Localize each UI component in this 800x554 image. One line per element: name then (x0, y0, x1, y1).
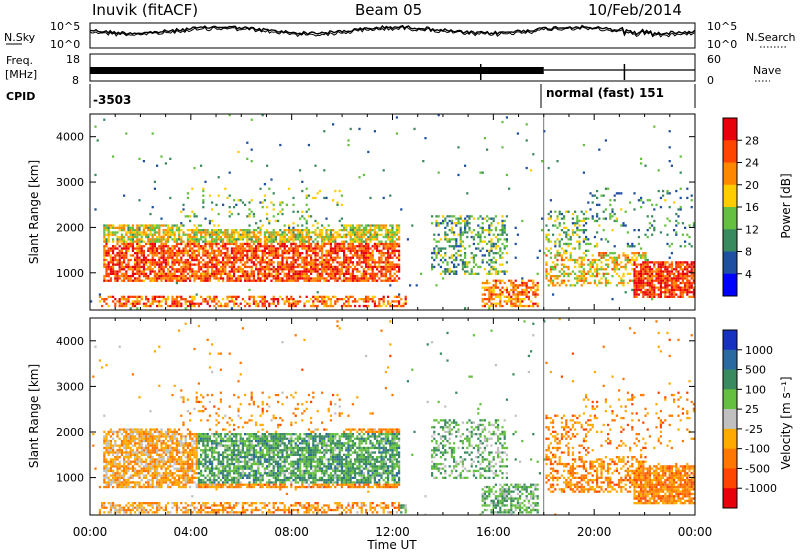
noise-right-tick-top: 10^5 (707, 20, 737, 33)
colorbar-tick-label: 12 (745, 223, 759, 236)
colorbar-tick-label: 1000 (745, 344, 773, 357)
colorbar-swatch (723, 273, 737, 297)
colorbar-swatch (723, 468, 737, 489)
noise-right-label: N.Search (746, 31, 796, 44)
velocity-colorbar-label: Velocity [m s⁻¹] (779, 376, 793, 469)
noise-left-tick-top: 10^5 (50, 20, 80, 33)
cpid-first: -3503 (93, 93, 131, 107)
time-axis-label: Time UT (366, 538, 417, 552)
velocity-colorbar: 1000 500 100 25 -25 -100 -500 -1000 (722, 329, 777, 509)
power-colorbar-label: Power [dB] (779, 173, 793, 238)
date-title: 10/Feb/2014 (588, 1, 682, 19)
noise-left-label: N.Sky (4, 31, 36, 44)
nave-tick-bottom: 0 (707, 74, 714, 87)
velocity-axes: 1000 2000 3000 4000 (56, 318, 696, 515)
power-colorbar: 28 24 20 16 12 8 4 (722, 117, 759, 297)
beam-title: Beam 05 (355, 1, 422, 19)
colorbar-swatch (723, 428, 737, 449)
colorbar-tick-label: 25 (745, 403, 759, 416)
noise-right-tick-bottom: 10^0 (707, 38, 737, 51)
noise-search-trace (89, 25, 696, 38)
colorbar-tick-label: 28 (745, 134, 759, 147)
freq-tick-top: 18 (66, 53, 80, 66)
freq-label-top: Freq. (6, 54, 33, 67)
x-tick-label: 04:00 (174, 525, 209, 539)
colorbar-swatch (723, 448, 737, 469)
colorbar-swatch (723, 140, 737, 163)
colorbar-swatch (723, 207, 737, 230)
colorbar-swatch (723, 229, 737, 252)
y-tick-label: 3000 (56, 176, 84, 189)
noise-strip-frame (89, 22, 696, 49)
cpid-second: normal (fast) 151 (546, 86, 664, 100)
x-tick-label: 00:00 (678, 525, 713, 539)
x-tick-label: 20:00 (577, 525, 612, 539)
colorbar-swatch (723, 184, 737, 208)
nave-label: Nave (753, 64, 781, 77)
colorbar-swatch (723, 488, 737, 509)
y-tick-label: 1000 (56, 472, 84, 485)
colorbar-tick-label: 8 (745, 246, 752, 259)
freq-trace (90, 64, 695, 80)
colorbar-swatch (723, 330, 737, 351)
nave-tick-top: 60 (707, 53, 721, 66)
time-tick-labels: 00:00 04:00 08:00 12:00 16:00 20:00 00:00 (73, 525, 713, 539)
power-axes: 1000 2000 3000 4000 (56, 114, 696, 310)
y-tick-label: 1000 (56, 267, 84, 280)
y-tick-label: 3000 (56, 380, 84, 393)
x-tick-label: 00:00 (73, 525, 108, 539)
cpid-label: CPID (6, 90, 35, 103)
freq-label-unit: [MHz] (5, 68, 37, 81)
colorbar-tick-label: 4 (745, 268, 752, 281)
colorbar-swatch (723, 389, 737, 410)
colorbar-tick-label: 100 (745, 383, 766, 396)
velocity-ylabel: Slant Range [km] (27, 364, 41, 468)
freq-tick-bottom: 8 (72, 74, 79, 87)
x-tick-label: 12:00 (375, 525, 410, 539)
colorbar-tick-label: 24 (745, 157, 759, 170)
colorbar-tick-label: -1000 (745, 482, 777, 495)
colorbar-tick-label: 500 (745, 364, 766, 377)
colorbar-swatch (723, 251, 737, 275)
station-title: Inuvik (fitACF) (92, 1, 198, 19)
colorbar-tick-label: -500 (745, 462, 770, 475)
noise-sky-trace (89, 24, 696, 37)
colorbar-tick-label: -25 (745, 423, 763, 436)
y-tick-label: 2000 (56, 221, 84, 234)
noise-left-tick-bottom: 10^0 (50, 38, 80, 51)
colorbar-tick-label: 20 (745, 179, 759, 192)
colorbar-swatch (723, 409, 737, 430)
x-tick-label: 16:00 (476, 525, 511, 539)
colorbar-swatch (723, 162, 737, 186)
colorbar-swatch (723, 349, 737, 370)
power-heatmap (90, 114, 695, 310)
colorbar-swatch (723, 369, 737, 390)
colorbar-swatch (723, 118, 737, 141)
x-tick-label: 08:00 (274, 525, 309, 539)
y-tick-label: 4000 (56, 335, 84, 348)
colorbar-tick-label: 16 (745, 201, 759, 214)
velocity-heatmap (92, 318, 695, 515)
power-ylabel: Slant Range [km] (27, 160, 41, 264)
y-tick-label: 4000 (56, 131, 84, 144)
y-tick-label: 2000 (56, 426, 84, 439)
colorbar-tick-label: -100 (745, 443, 770, 456)
